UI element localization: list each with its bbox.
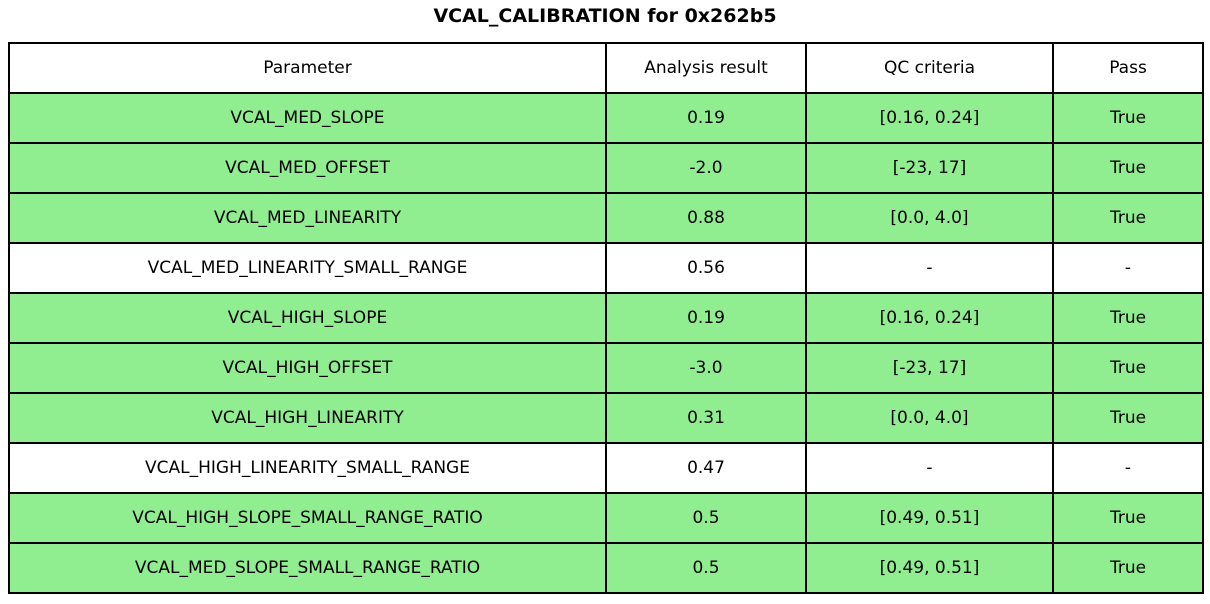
analysis-result-cell: 0.19 [605,92,807,144]
table-row: VCAL_HIGH_SLOPE 0.19 [0.16, 0.24] True [8,292,1204,344]
pass-cell: True [1052,92,1204,144]
parameter-cell: VCAL_HIGH_OFFSET [8,342,607,394]
qc-criteria-cell: [-23, 17] [805,142,1054,194]
analysis-result-cell: 0.88 [605,192,807,244]
column-header-qc-criteria: QC criteria [805,42,1054,94]
parameter-cell: VCAL_MED_LINEARITY_SMALL_RANGE [8,242,607,294]
header-row: Parameter Analysis result QC criteria Pa… [8,42,1204,94]
parameter-cell: VCAL_HIGH_SLOPE [8,292,607,344]
parameter-cell: VCAL_HIGH_LINEARITY_SMALL_RANGE [8,442,607,494]
table-row: VCAL_HIGH_LINEARITY_SMALL_RANGE 0.47- - [8,442,1204,494]
analysis-result-cell: 0.31 [605,392,807,444]
pass-cell: True [1052,492,1204,544]
parameter-cell: VCAL_MED_OFFSET [8,142,607,194]
analysis-result-cell: 0.5 [605,492,807,544]
table-row: VCAL_MED_SLOPE 0.19 [0.16, 0.24] True [8,92,1204,144]
analysis-result-cell: 0.47 [605,442,807,494]
qc-criteria-cell: [0.49, 0.51] [805,542,1054,594]
table-row: VCAL_HIGH_OFFSET -3.0 [-23, 17] True [8,342,1204,394]
analysis-result-cell: 0.19 [605,292,807,344]
column-header-analysis-result: Analysis result [605,42,807,94]
pass-cell: True [1052,342,1204,394]
parameter-cell: VCAL_MED_LINEARITY [8,192,607,244]
pass-cell: - [1052,442,1204,494]
analysis-result-cell: 0.56 [605,242,807,294]
pass-cell: True [1052,392,1204,444]
table-body: VCAL_MED_SLOPE 0.19 [0.16, 0.24] True VCAL_M… [8,92,1204,594]
qc-criteria-cell: [0.49, 0.51] [805,492,1054,544]
qc-criteria-cell: [-23, 17] [805,342,1054,394]
table-row: VCAL_MED_OFFSET -2.0 [-23, 17] True [8,142,1204,194]
pass-cell: True [1052,142,1204,194]
parameter-cell: VCAL_MED_SLOPE [8,92,607,144]
pass-cell: True [1052,192,1204,244]
page-title: VCAL_CALIBRATION for 0x262b5 [433,5,777,27]
pass-cell: - [1052,242,1204,294]
analysis-result-cell: 0.5 [605,542,807,594]
qc-criteria-cell: [0.0, 4.0] [805,192,1054,244]
qc-criteria-cell: - [805,242,1054,294]
table-row: VCAL_HIGH_LINEARITY 0.31 [0.0, 4.0] True [8,392,1204,444]
pass-cell: True [1052,542,1204,594]
qc-criteria-cell: - [805,442,1054,494]
parameter-cell: VCAL_HIGH_SLOPE_SMALL_RANGE_RATIO [8,492,607,544]
table-row: VCAL_MED_LINEARITY_SMALL_RANGE 0.56- - [8,242,1204,294]
parameter-cell: VCAL_HIGH_LINEARITY [8,392,607,444]
column-header-pass: Pass [1052,42,1204,94]
table-header: Parameter Analysis result QC criteria Pa… [8,42,1204,94]
table-row: VCAL_MED_SLOPE_SMALL_RANGE_RATIO 0.5 [0.49… [8,542,1204,594]
column-header-parameter: Parameter [8,42,607,94]
table-row: VCAL_MED_LINEARITY 0.88 [0.0, 4.0] True [8,192,1204,244]
analysis-result-cell: -2.0 [605,142,807,194]
analysis-result-cell: -3.0 [605,342,807,394]
qc-criteria-cell: [0.0, 4.0] [805,392,1054,444]
pass-cell: True [1052,292,1204,344]
table-row: VCAL_HIGH_SLOPE_SMALL_RANGE_RATIO 0.5 [0.4… [8,492,1204,544]
qc-criteria-cell: [0.16, 0.24] [805,92,1054,144]
qc-criteria-cell: [0.16, 0.24] [805,292,1054,344]
qc-results-table: Parameter Analysis result QC criteria Pa… [8,42,1204,594]
parameter-cell: VCAL_MED_SLOPE_SMALL_RANGE_RATIO [8,542,607,594]
